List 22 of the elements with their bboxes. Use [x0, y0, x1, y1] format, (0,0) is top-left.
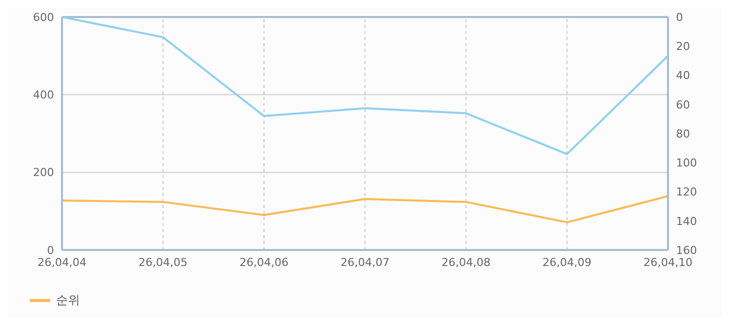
y2-tick-label: 60: [676, 98, 690, 112]
x-tick-label: 26,04,04: [38, 256, 86, 269]
x-tick-label: 26,04,09: [542, 256, 592, 269]
y2-tick-label: 100: [676, 156, 697, 170]
legend-label: 순위: [56, 292, 80, 309]
x-tick-label: 26,04,07: [340, 256, 390, 269]
y-tick-label: 0: [47, 244, 54, 257]
y2-tick-label: 80: [676, 127, 690, 140]
y-tick-label: 600: [33, 10, 54, 24]
line-series: [62, 195, 668, 224]
y2-tick-label: 40: [676, 69, 690, 82]
x-tick-label: 26,04,05: [138, 256, 188, 269]
y2-tick-label: 160: [676, 244, 697, 257]
y2-tick-label: 0: [676, 10, 683, 24]
y2-tick-label: 120: [676, 186, 697, 199]
y2-tick-label: 140: [676, 214, 697, 228]
x-tick-label: 26,04,08: [442, 256, 490, 269]
y2-tick-label: 20: [676, 40, 690, 54]
x-tick-label: 26,04,06: [240, 256, 288, 269]
y-tick-label: 400: [33, 88, 54, 102]
y-tick-label: 200: [33, 166, 54, 180]
x-tick-label: 26,04,10: [644, 256, 692, 269]
